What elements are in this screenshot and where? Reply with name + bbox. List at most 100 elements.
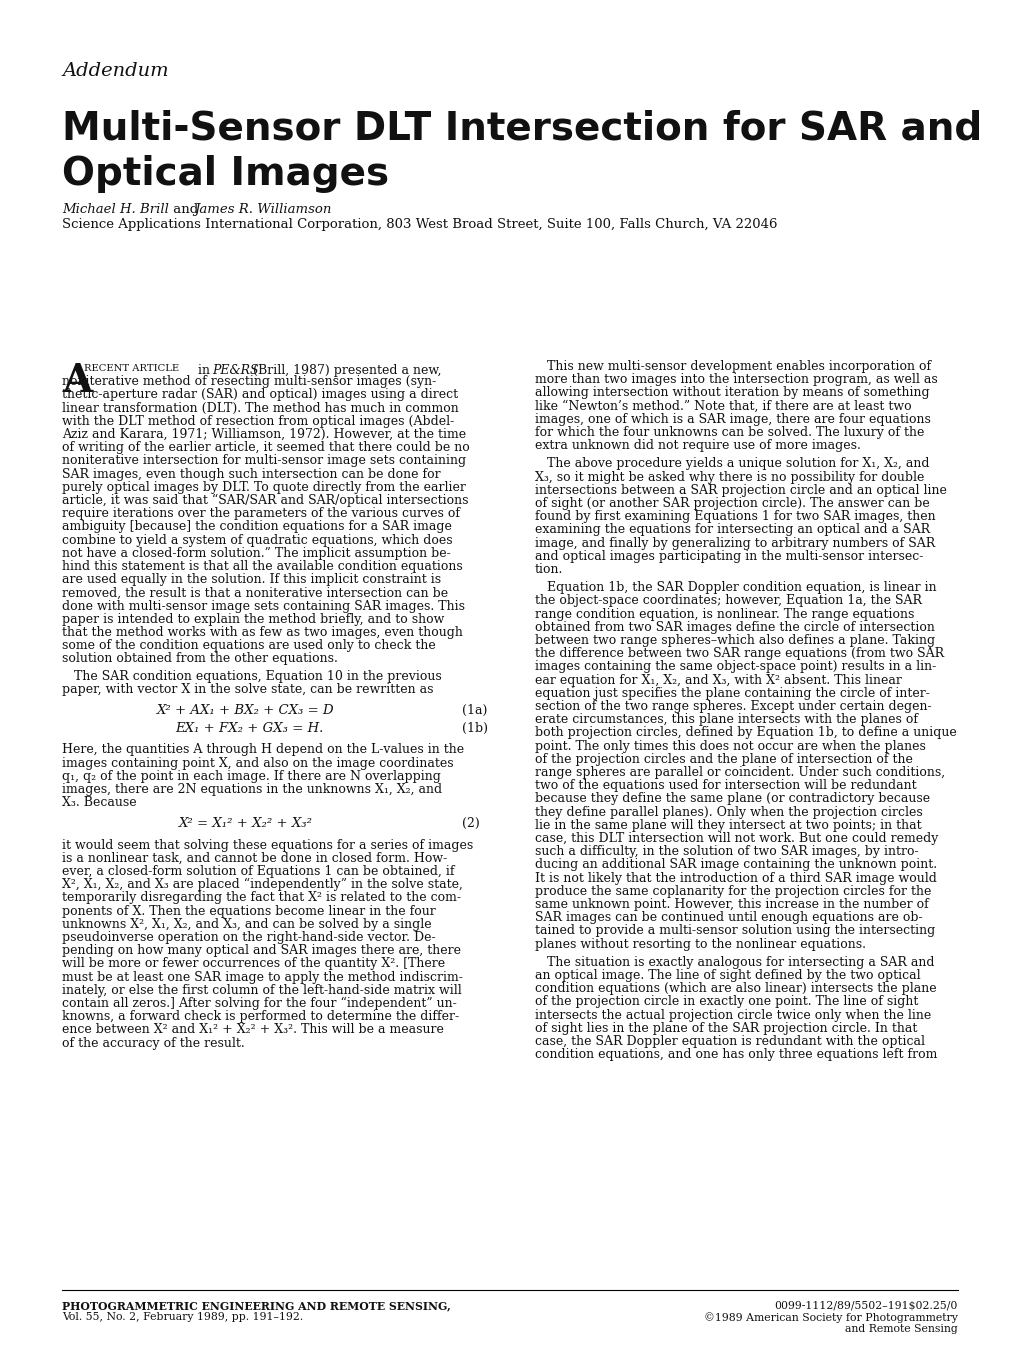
Text: X² = X₁² + X₂² + X₃²: X² = X₁² + X₂² + X₃² (178, 817, 313, 830)
Text: article, it was said that “SAR/SAR and SAR/optical intersections: article, it was said that “SAR/SAR and S… (62, 494, 468, 507)
Text: (1b): (1b) (462, 723, 487, 735)
Text: and: and (169, 203, 203, 215)
Text: Optical Images: Optical Images (62, 155, 388, 192)
Text: of sight lies in the plane of the SAR projection circle. In that: of sight lies in the plane of the SAR pr… (535, 1022, 916, 1035)
Text: EX₁ + FX₂ + GX₃ = H.: EX₁ + FX₂ + GX₃ = H. (175, 723, 323, 735)
Text: are used equally in the solution. If this implicit constraint is: are used equally in the solution. If thi… (62, 573, 440, 587)
Text: q₁, q₂ of the point in each image. If there are N overlapping: q₁, q₂ of the point in each image. If th… (62, 770, 440, 783)
Text: ear equation for X₁, X₂, and X₃, with X² absent. This linear: ear equation for X₁, X₂, and X₃, with X²… (535, 673, 901, 686)
Text: of the projection circle in exactly one point. The line of sight: of the projection circle in exactly one … (535, 996, 917, 1008)
Text: images, one of which is a SAR image, there are four equations: images, one of which is a SAR image, the… (535, 413, 930, 425)
Text: noniterative intersection for multi-sensor image sets containing: noniterative intersection for multi-sens… (62, 455, 466, 467)
Text: removed, the result is that a noniterative intersection can be: removed, the result is that a noniterati… (62, 587, 447, 599)
Text: contain all zeros.] After solving for the four “independent” un-: contain all zeros.] After solving for th… (62, 997, 457, 1011)
Text: for which the four unknowns can be solved. The luxury of the: for which the four unknowns can be solve… (535, 425, 923, 439)
Text: it would seem that solving these equations for a series of images: it would seem that solving these equatio… (62, 839, 473, 852)
Text: the object-space coordinates; however, Equation 1a, the SAR: the object-space coordinates; however, E… (535, 595, 921, 607)
Text: obtained from two SAR images define the circle of intersection: obtained from two SAR images define the … (535, 621, 934, 634)
Text: is a nonlinear task, and cannot be done in closed form. How-: is a nonlinear task, and cannot be done … (62, 852, 446, 864)
Text: PHOTOGRAMMETRIC ENGINEERING AND REMOTE SENSING,: PHOTOGRAMMETRIC ENGINEERING AND REMOTE S… (62, 1300, 450, 1311)
Text: because they define the same plane (or contradictory because: because they define the same plane (or c… (535, 793, 929, 805)
Text: ever, a closed-form solution of Equations 1 can be obtained, if: ever, a closed-form solution of Equation… (62, 865, 454, 878)
Text: condition equations (which are also linear) intersects the plane: condition equations (which are also line… (535, 983, 935, 995)
Text: planes without resorting to the nonlinear equations.: planes without resorting to the nonlinea… (535, 938, 865, 950)
Text: A: A (62, 362, 92, 400)
Text: and optical images participating in the multi-sensor intersec-: and optical images participating in the … (535, 549, 922, 563)
Text: purely optical images by DLT. To quote directly from the earlier: purely optical images by DLT. To quote d… (62, 481, 466, 494)
Text: intersections between a SAR projection circle and an optical line: intersections between a SAR projection c… (535, 483, 946, 497)
Text: ducing an additional SAR image containing the unknown point.: ducing an additional SAR image containin… (535, 859, 936, 871)
Text: image, and finally by generalizing to arbitrary numbers of SAR: image, and finally by generalizing to ar… (535, 537, 934, 549)
Text: Here, the quantities A through H depend on the L-values in the: Here, the quantities A through H depend … (62, 743, 464, 756)
Text: pseudoinverse operation on the right-hand-side vector. De-: pseudoinverse operation on the right-han… (62, 931, 435, 944)
Text: examining the equations for intersecting an optical and a SAR: examining the equations for intersecting… (535, 524, 929, 537)
Text: range spheres are parallel or coincident. Under such conditions,: range spheres are parallel or coincident… (535, 766, 945, 779)
Text: paper is intended to explain the method briefly, and to show: paper is intended to explain the method … (62, 612, 444, 626)
Text: range condition equation, is nonlinear. The range equations: range condition equation, is nonlinear. … (535, 607, 913, 621)
Text: 0099-1112/89/5502–191$02.25/0: 0099-1112/89/5502–191$02.25/0 (773, 1300, 957, 1310)
Text: condition equations, and one has only three equations left from: condition equations, and one has only th… (535, 1049, 936, 1061)
Text: intersects the actual projection circle twice only when the line: intersects the actual projection circle … (535, 1008, 930, 1022)
Text: Vol. 55, No. 2, February 1989, pp. 191–192.: Vol. 55, No. 2, February 1989, pp. 191–1… (62, 1312, 303, 1322)
Text: unknowns X², X₁, X₂, and X₃, and can be solved by a single: unknowns X², X₁, X₂, and X₃, and can be … (62, 918, 431, 931)
Text: images, there are 2N equations in the unknowns X₁, X₂, and: images, there are 2N equations in the un… (62, 783, 441, 795)
Text: SAR images can be continued until enough equations are ob-: SAR images can be continued until enough… (535, 911, 922, 925)
Text: X₃. Because: X₃. Because (62, 797, 137, 809)
Text: hind this statement is that all the available condition equations: hind this statement is that all the avai… (62, 560, 463, 573)
Text: like “Newton’s method.” Note that, if there are at least two: like “Newton’s method.” Note that, if th… (535, 400, 911, 413)
Text: ence between X² and X₁² + X₂² + X₃². This will be a measure: ence between X² and X₁² + X₂² + X₃². Thi… (62, 1023, 443, 1036)
Text: thetic-aperture radar (SAR) and optical) images using a direct: thetic-aperture radar (SAR) and optical)… (62, 389, 458, 401)
Text: some of the condition equations are used only to check the: some of the condition equations are used… (62, 639, 435, 653)
Text: that the method works with as few as two images, even though: that the method works with as few as two… (62, 626, 463, 639)
Text: not have a closed-form solution.” The implicit assumption be-: not have a closed-form solution.” The im… (62, 546, 450, 560)
Text: pending on how many optical and SAR images there are, there: pending on how many optical and SAR imag… (62, 944, 461, 957)
Text: tained to provide a multi-sensor solution using the intersecting: tained to provide a multi-sensor solutio… (535, 925, 934, 937)
Text: inately, or else the first column of the left-hand-side matrix will: inately, or else the first column of the… (62, 984, 462, 997)
Text: extra unknown did not require use of more images.: extra unknown did not require use of mor… (535, 439, 860, 452)
Text: found by first examining Equations 1 for two SAR images, then: found by first examining Equations 1 for… (535, 510, 934, 524)
Text: produce the same coplanarity for the projection circles for the: produce the same coplanarity for the pro… (535, 884, 930, 898)
Text: equation just specifies the plane containing the circle of inter-: equation just specifies the plane contai… (535, 686, 929, 700)
Text: require iterations over the parameters of the various curves of: require iterations over the parameters o… (62, 507, 460, 520)
Text: temporarily disregarding the fact that X² is related to the com-: temporarily disregarding the fact that X… (62, 891, 461, 905)
Text: Michael H. Brill: Michael H. Brill (62, 203, 169, 215)
Text: ponents of X. Then the equations become linear in the four: ponents of X. Then the equations become … (62, 905, 435, 918)
Text: Aziz and Karara, 1971; Williamson, 1972). However, at the time: Aziz and Karara, 1971; Williamson, 1972)… (62, 428, 466, 441)
Text: same unknown point. However, this increase in the number of: same unknown point. However, this increa… (535, 898, 928, 911)
Text: section of the two range spheres. Except under certain degen-: section of the two range spheres. Except… (535, 700, 930, 713)
Text: Science Applications International Corporation, 803 West Broad Street, Suite 100: Science Applications International Corpo… (62, 218, 776, 232)
Text: ©1989 American Society for Photogrammetry: ©1989 American Society for Photogrammetr… (703, 1312, 957, 1323)
Text: must be at least one SAR image to apply the method indiscrim-: must be at least one SAR image to apply … (62, 970, 463, 984)
Text: more than two images into the intersection program, as well as: more than two images into the intersecti… (535, 373, 936, 386)
Text: The above procedure yields a unique solution for X₁, X₂, and: The above procedure yields a unique solu… (535, 458, 928, 470)
Text: case, this DLT intersection will not work. But one could remedy: case, this DLT intersection will not wor… (535, 832, 937, 845)
Text: such a difficulty, in the solution of two SAR images, by intro-: such a difficulty, in the solution of tw… (535, 845, 918, 859)
Text: allowing intersection without iteration by means of something: allowing intersection without iteration … (535, 386, 928, 400)
Text: case, the SAR Doppler equation is redundant with the optical: case, the SAR Doppler equation is redund… (535, 1035, 924, 1049)
Text: the difference between two SAR range equations (from two SAR: the difference between two SAR range equ… (535, 647, 944, 660)
Text: done with multi-sensor image sets containing SAR images. This: done with multi-sensor image sets contai… (62, 599, 465, 612)
Text: Multi-Sensor DLT Intersection for SAR and: Multi-Sensor DLT Intersection for SAR an… (62, 110, 981, 148)
Text: an optical image. The line of sight defined by the two optical: an optical image. The line of sight defi… (535, 969, 920, 983)
Text: (Brill, 1987) presented a new,: (Brill, 1987) presented a new, (249, 363, 441, 377)
Text: It is not likely that the introduction of a third SAR image would: It is not likely that the introduction o… (535, 872, 936, 884)
Text: SAR images, even though such intersection can be done for: SAR images, even though such intersectio… (62, 467, 440, 481)
Text: (1a): (1a) (462, 704, 487, 717)
Text: combine to yield a system of quadratic equations, which does: combine to yield a system of quadratic e… (62, 533, 452, 546)
Text: of sight (or another SAR projection circle). The answer can be: of sight (or another SAR projection circ… (535, 497, 929, 510)
Text: of the accuracy of the result.: of the accuracy of the result. (62, 1036, 245, 1050)
Text: X² + AX₁ + BX₂ + CX₃ = D: X² + AX₁ + BX₂ + CX₃ = D (157, 704, 334, 717)
Text: paper, with vector X in the solve state, can be rewritten as: paper, with vector X in the solve state,… (62, 682, 433, 696)
Text: between two range spheres–which also defines a plane. Taking: between two range spheres–which also def… (535, 634, 934, 647)
Text: with the DLT method of resection from optical images (Abdel-: with the DLT method of resection from op… (62, 415, 453, 428)
Text: Addendum: Addendum (62, 62, 168, 79)
Text: Equation 1b, the SAR Doppler condition equation, is linear in: Equation 1b, the SAR Doppler condition e… (535, 581, 935, 594)
Text: of the projection circles and the plane of intersection of the: of the projection circles and the plane … (535, 752, 912, 766)
Text: erate circumstances, this plane intersects with the planes of: erate circumstances, this plane intersec… (535, 713, 917, 727)
Text: point. The only times this does not occur are when the planes: point. The only times this does not occu… (535, 739, 925, 752)
Text: PE&RS: PE&RS (212, 363, 259, 377)
Text: will be more or fewer occurrences of the quantity X². [There: will be more or fewer occurrences of the… (62, 957, 444, 970)
Text: knowns, a forward check is performed to determine the differ-: knowns, a forward check is performed to … (62, 1011, 459, 1023)
Text: tion.: tion. (535, 563, 562, 576)
Text: images containing the same object-space point) results in a lin-: images containing the same object-space … (535, 661, 935, 673)
